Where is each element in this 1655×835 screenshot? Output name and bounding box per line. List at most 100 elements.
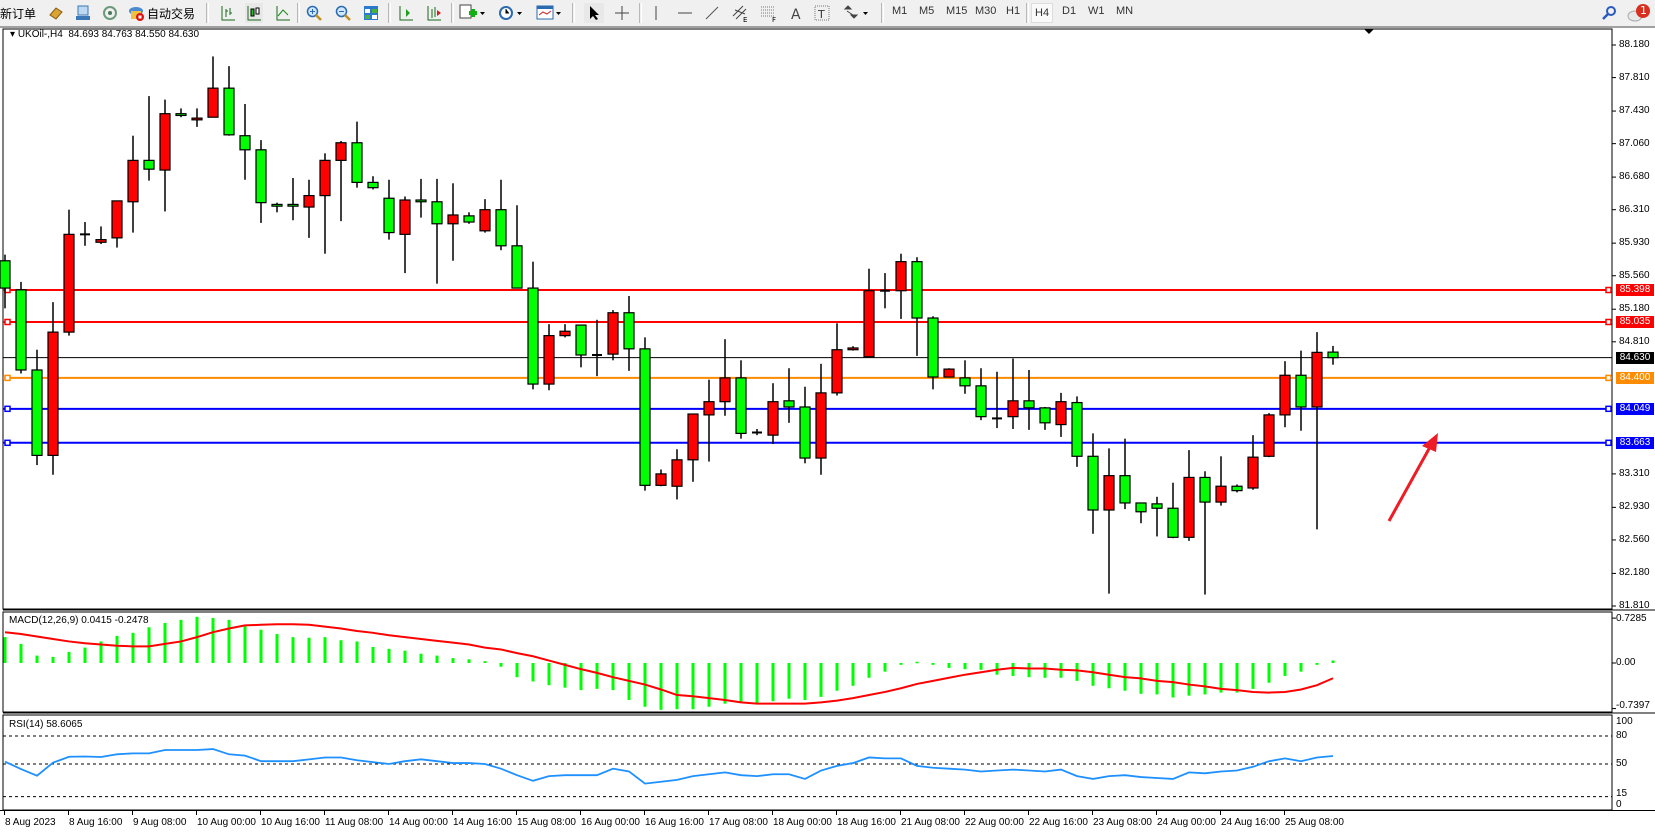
macd-histogram-bar [1315, 663, 1319, 665]
timeframe-h4[interactable]: H4 [1031, 3, 1054, 23]
time-tick [388, 811, 389, 815]
candle-body-bullish [815, 392, 827, 459]
tile-windows-icon[interactable] [362, 3, 380, 23]
horizontal-line-icon[interactable] [676, 3, 694, 23]
market-watch-icon[interactable] [47, 3, 65, 23]
macd-label: MACD(12,26,9) 0.0415 -0.2478 [9, 615, 149, 626]
macd-histogram-bar [355, 641, 359, 663]
macd-histogram-bar [291, 637, 295, 663]
candle-body-bullish [559, 330, 571, 337]
level-handle-right [1605, 318, 1612, 326]
new-order-button[interactable]: 新订单 [0, 3, 36, 23]
time-tick [964, 811, 965, 815]
macd-histogram-bar [1219, 663, 1223, 693]
vertical-line-icon[interactable] [647, 3, 665, 23]
navigator-icon[interactable] [74, 3, 92, 23]
current-price-label: 84.630 [1616, 351, 1654, 364]
candle-body-bullish [1311, 351, 1323, 408]
candle-body-bullish [1247, 456, 1259, 489]
timeframe-m30[interactable]: M30 [975, 5, 997, 17]
candle-body-bearish [1071, 401, 1083, 457]
cursor-icon[interactable] [584, 3, 604, 23]
macd-histogram-bar [531, 663, 535, 682]
candle-body-bearish [1135, 502, 1147, 513]
candle-body-bearish [623, 312, 635, 350]
timeframe-m1[interactable]: M1 [892, 5, 908, 17]
rsi-line [4, 748, 1334, 785]
price-tick-label: 82.560 [1619, 533, 1650, 545]
timeframe-m5[interactable]: M5 [919, 5, 935, 17]
timeframe-w1[interactable]: W1 [1088, 5, 1105, 17]
macd-histogram-bar [323, 637, 327, 663]
fibonacci-icon[interactable]: F [760, 3, 778, 23]
candle-body-bearish [415, 199, 427, 203]
timeframe-mn[interactable]: MN [1116, 5, 1134, 17]
timeframe-m15[interactable]: M15 [946, 5, 968, 17]
candle-body-bearish [351, 142, 363, 183]
candle-body-bullish [719, 377, 731, 403]
autoscroll-icon[interactable] [425, 3, 443, 23]
zoom-in-icon[interactable] [305, 3, 323, 23]
macd-histogram-bar [675, 663, 679, 710]
candle-body-bullish [319, 159, 331, 197]
time-tick [260, 811, 261, 815]
templates-icon[interactable] [536, 3, 562, 23]
time-tick [4, 811, 5, 815]
symbol-ohlc-label: UKOil-,H4 84.693 84.763 84.550 84.630 [17, 29, 200, 40]
time-tick-label: 10 Aug 00:00 [197, 817, 256, 828]
candle-body-bearish [1119, 475, 1131, 504]
chart-window[interactable] [0, 28, 1655, 810]
macd-histogram-bar [403, 650, 407, 663]
rsi-tick-label: 0 [1616, 799, 1622, 810]
candle-body-bullish [543, 335, 555, 385]
periods-icon[interactable] [498, 3, 524, 23]
timeframe-d1[interactable]: D1 [1062, 5, 1077, 17]
macd-histogram-bar [1075, 663, 1079, 681]
macd-histogram-bar [147, 627, 151, 663]
text-label-icon[interactable]: T [813, 3, 831, 23]
price-tick-label: 87.060 [1619, 137, 1650, 149]
candle-body-bullish [1007, 400, 1019, 418]
legend-collapse-icon[interactable]: ▾ [10, 29, 18, 40]
level-handle-left [4, 405, 11, 413]
macd-histogram-bar [499, 663, 503, 667]
candle-body-bullish [895, 261, 907, 292]
candlestick-icon[interactable] [245, 3, 263, 23]
time-tick [452, 811, 453, 815]
macd-histogram-bar [1299, 663, 1303, 672]
price-tick-label: 86.310 [1619, 203, 1650, 215]
candle-body-bullish [847, 347, 859, 351]
macd-histogram-bar [1171, 663, 1175, 698]
signals-icon[interactable] [101, 3, 119, 23]
price-tick-label: 81.810 [1619, 600, 1650, 611]
time-tick-label: 8 Aug 2023 [5, 817, 56, 828]
crosshair-icon[interactable] [613, 3, 631, 23]
chart-canvas[interactable] [0, 28, 1655, 810]
line-chart-icon[interactable] [274, 3, 292, 23]
candle-body-bearish [255, 149, 267, 204]
candle-body-bullish [111, 200, 123, 239]
candle-body-bullish [831, 349, 843, 394]
time-tick-label: 16 Aug 00:00 [581, 817, 640, 828]
macd-panel-frame [2, 611, 1613, 713]
rsi-label: RSI(14) 58.6065 [9, 719, 83, 730]
macd-histogram-bar [483, 661, 487, 663]
arrows-icon[interactable] [843, 3, 869, 23]
text-icon[interactable]: A [787, 3, 805, 23]
candle-body-doji [80, 233, 90, 236]
candle-body-bullish [127, 159, 139, 203]
separator [1026, 3, 1029, 23]
bar-chart-icon[interactable] [219, 3, 237, 23]
search-icon[interactable] [1600, 3, 1618, 23]
time-tick-label: 15 Aug 08:00 [517, 817, 576, 828]
auto-trading-icon[interactable] [127, 3, 145, 23]
time-tick [772, 811, 773, 815]
chart-shift-icon[interactable] [397, 3, 415, 23]
notifications-icon[interactable]: 1 [1625, 3, 1653, 23]
timeframe-h1[interactable]: H1 [1006, 5, 1021, 17]
auto-trading-button[interactable]: 自动交易 [147, 3, 195, 23]
equidistant-channel-icon[interactable]: E [731, 3, 749, 23]
trendline-icon[interactable] [703, 3, 721, 23]
zoom-out-icon[interactable] [334, 3, 352, 23]
indicators-icon[interactable] [459, 3, 485, 23]
